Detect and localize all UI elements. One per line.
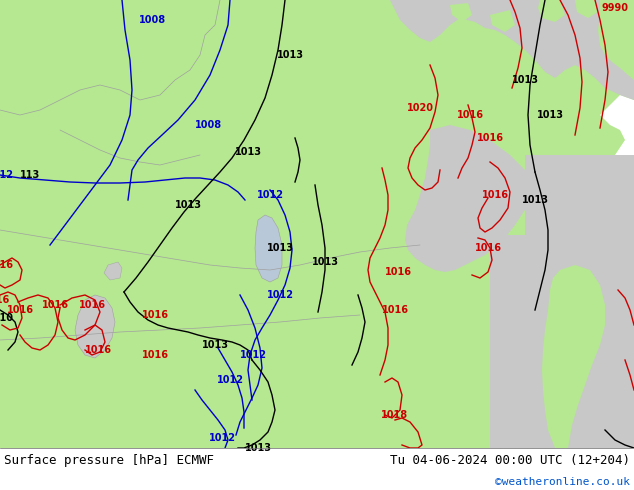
Text: 1020: 1020 xyxy=(406,103,434,113)
Polygon shape xyxy=(75,295,115,358)
Text: 1012: 1012 xyxy=(0,170,13,180)
Text: 1016: 1016 xyxy=(474,243,501,253)
Text: 1013: 1013 xyxy=(235,147,261,157)
Text: 1016: 1016 xyxy=(382,305,408,315)
Text: 9990: 9990 xyxy=(602,3,628,13)
Polygon shape xyxy=(390,0,634,100)
Text: 1016: 1016 xyxy=(41,300,68,310)
Polygon shape xyxy=(575,0,598,18)
Text: 113: 113 xyxy=(20,170,40,180)
Text: Tu 04-06-2024 00:00 UTC (12+204): Tu 04-06-2024 00:00 UTC (12+204) xyxy=(390,454,630,466)
Text: 1013: 1013 xyxy=(174,200,202,210)
Text: 1016: 1016 xyxy=(477,133,503,143)
Polygon shape xyxy=(104,262,122,280)
Text: Surface pressure [hPa] ECMWF: Surface pressure [hPa] ECMWF xyxy=(4,454,214,466)
Polygon shape xyxy=(255,215,282,282)
Text: 1016: 1016 xyxy=(141,310,169,320)
Text: 1012: 1012 xyxy=(266,290,294,300)
Text: 1012: 1012 xyxy=(209,433,235,443)
Text: 1016: 1016 xyxy=(141,350,169,360)
Text: 1008: 1008 xyxy=(195,120,221,130)
Text: 1012: 1012 xyxy=(240,350,266,360)
Text: 1013: 1013 xyxy=(522,195,548,205)
Polygon shape xyxy=(450,3,472,22)
Text: 1016: 1016 xyxy=(481,190,508,200)
Text: 1010: 1010 xyxy=(0,313,13,323)
Bar xyxy=(490,235,634,448)
Text: 1013: 1013 xyxy=(512,75,538,85)
Text: 1018: 1018 xyxy=(382,410,408,420)
Text: 1016: 1016 xyxy=(84,345,112,355)
Bar xyxy=(525,155,634,245)
Text: 1013: 1013 xyxy=(536,110,564,120)
Text: 1012: 1012 xyxy=(257,190,283,200)
Text: 1016: 1016 xyxy=(6,305,34,315)
Polygon shape xyxy=(538,0,565,22)
Text: 1016: 1016 xyxy=(79,300,105,310)
Text: 1008: 1008 xyxy=(138,15,165,25)
Text: 1016: 1016 xyxy=(0,260,13,270)
Text: 1012: 1012 xyxy=(216,375,243,385)
Text: 1013: 1013 xyxy=(202,340,228,350)
Polygon shape xyxy=(0,0,634,448)
Text: 1013: 1013 xyxy=(276,50,304,60)
Polygon shape xyxy=(598,0,634,80)
Text: 016: 016 xyxy=(0,295,10,305)
Text: 1016: 1016 xyxy=(384,267,411,277)
Polygon shape xyxy=(490,10,515,32)
Polygon shape xyxy=(405,125,530,272)
Text: 1013: 1013 xyxy=(311,257,339,267)
Text: ©weatheronline.co.uk: ©weatheronline.co.uk xyxy=(495,477,630,487)
Text: 1013: 1013 xyxy=(245,443,271,453)
Polygon shape xyxy=(542,265,605,448)
Text: 1013: 1013 xyxy=(266,243,294,253)
Text: 1016: 1016 xyxy=(456,110,484,120)
Polygon shape xyxy=(0,0,220,115)
